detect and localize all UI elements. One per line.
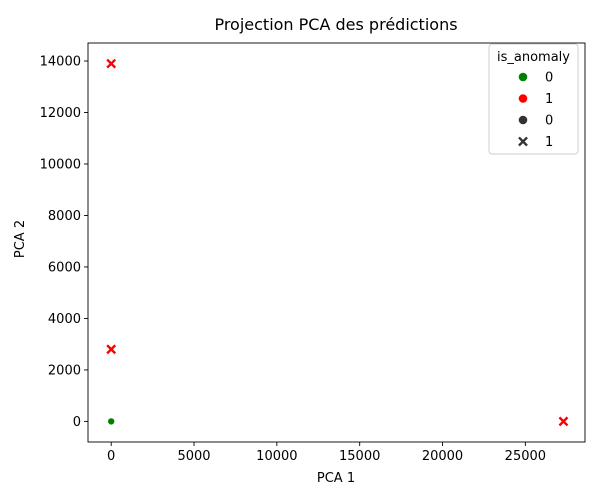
legend-label-2: 0 — [545, 114, 553, 129]
data-points — [106, 58, 569, 427]
x-tick-label-15000: 15000 — [339, 449, 380, 464]
x-tick-label-10000: 10000 — [256, 449, 297, 464]
x-tick-label-20000: 20000 — [422, 449, 463, 464]
y-tick-label-10000: 10000 — [40, 157, 81, 172]
data-point-1 — [106, 58, 117, 69]
legend-box — [488, 43, 579, 155]
data-point-stroke — [106, 344, 117, 355]
data-point-0 — [107, 417, 115, 426]
x-tick-label-25000: 25000 — [505, 449, 546, 464]
chart-title: Projection PCA des prédictions — [214, 15, 457, 34]
legend-marker-0 — [518, 72, 528, 82]
legend-title: is_anomaly — [497, 50, 570, 65]
y-tick-label-14000: 14000 — [40, 55, 81, 70]
y-tick-label-8000: 8000 — [48, 209, 81, 224]
data-point-2 — [106, 344, 117, 355]
x-tick-label-0: 0 — [107, 449, 115, 464]
axes-frame — [87, 42, 586, 443]
legend-marker-3 — [518, 136, 528, 147]
data-point-stroke — [106, 58, 117, 69]
data-point-3 — [558, 416, 569, 427]
x-tick-label-5000: 5000 — [177, 449, 210, 464]
axes: 0 5000 10000 15000 20000 25000 0 2000 4000 6000 80… — [40, 42, 586, 464]
y-tick-label-12000: 12000 — [40, 106, 81, 121]
legend: is_anomaly 0 1 0 1 — [488, 43, 579, 155]
legend-marker-stroke — [518, 136, 528, 147]
y-tick-label-2000: 2000 — [48, 363, 81, 378]
legend-label-3: 1 — [545, 135, 553, 150]
y-tick-label-6000: 6000 — [48, 260, 81, 275]
legend-marker-1 — [518, 94, 528, 103]
x-axis-label: PCA 1 — [317, 471, 355, 486]
legend-marker-2 — [518, 115, 528, 125]
y-tick-label-0: 0 — [73, 415, 81, 430]
y-axis-label: PCA 2 — [13, 220, 28, 258]
y-tick-label-4000: 4000 — [48, 312, 81, 327]
data-point-stroke — [558, 416, 569, 427]
legend-label-1: 1 — [545, 92, 553, 107]
legend-label-0: 0 — [545, 71, 553, 86]
